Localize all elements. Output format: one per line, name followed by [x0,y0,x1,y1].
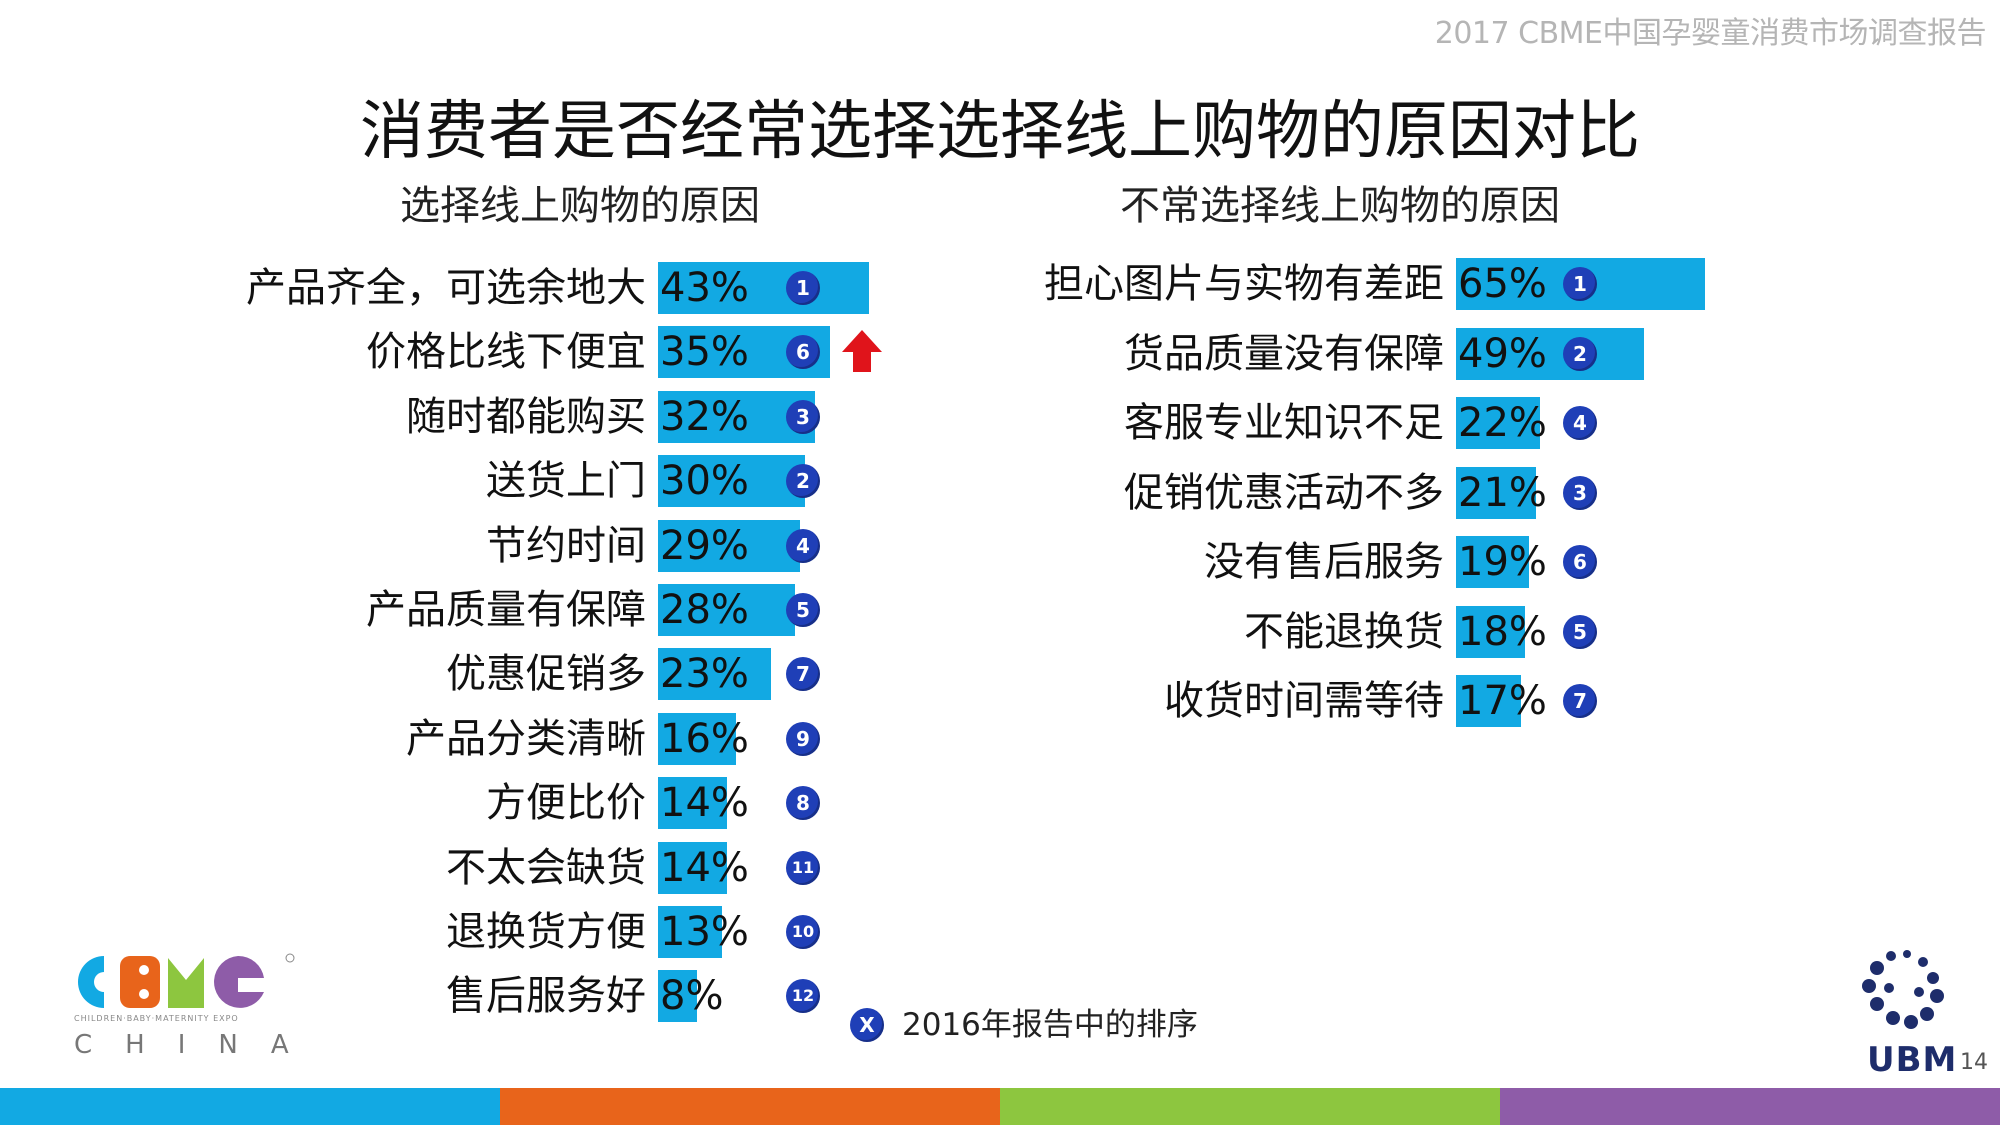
rank-2016-badge-icon: 2 [1563,336,1597,371]
value-label: 29% [660,522,749,569]
category-label: 退换货方便 [446,909,646,955]
value-label: 23% [660,651,749,698]
stripe-purple [1500,1088,2000,1125]
rank-2016-badge-icon: 7 [1563,684,1597,718]
bar [658,519,801,572]
footer-color-stripe [0,1088,2000,1125]
category-label: 不能退换货 [1244,608,1444,655]
cbme-country-text: CHINA [74,1030,322,1060]
category-label: 收货时间需等待 [1164,678,1444,724]
category-label: 产品齐全，可选余地大 [246,265,646,311]
bar [1456,536,1529,588]
bar [658,455,805,508]
value-label: 43% [660,265,749,311]
category-label: 促销优惠活动不多 [1124,469,1444,516]
bar [1456,605,1525,658]
category-label: 送货上门 [486,458,646,505]
ubm-logo: UBM [1855,940,1958,1080]
rank-2016-badge-icon: 11 [786,850,820,885]
bar [658,648,771,701]
category-label: 产品分类清晰 [406,715,646,762]
bar [1456,397,1541,449]
bar [658,777,727,830]
bar [1456,327,1644,380]
bar [1456,466,1537,519]
value-label: 18% [1458,608,1547,655]
value-label: 28% [660,587,749,633]
rank-2016-badge-icon: 8 [786,786,820,821]
stripe-blue [0,1088,500,1125]
rank-2016-badge-icon: 6 [1563,545,1597,579]
rank-2016-badge-icon: 7 [786,657,820,692]
right-chart-title: 不常选择线上购物的原因 [1120,183,1560,229]
rank-2016-badge-icon: 12 [786,979,820,1014]
category-label: 方便比价 [486,780,646,827]
cbme-letters-icon [78,953,295,1008]
bar [658,906,722,958]
value-label: 30% [660,458,749,505]
legend-text: 2016年报告中的排序 [902,1007,1198,1043]
value-label: 14% [660,844,749,891]
category-label: 没有售后服务 [1204,539,1444,585]
category-label: 节约时间 [486,522,646,569]
category-label: 售后服务好 [446,973,646,1020]
value-label: 22% [1458,400,1547,446]
bar [658,970,698,1023]
rank-2016-badge-icon: 6 [786,335,820,370]
category-label: 优惠促销多 [446,651,646,698]
rank-2016-badge-icon: 3 [786,399,820,434]
value-label: 19% [1458,539,1547,585]
category-label: 价格比线下便宜 [366,329,646,376]
rank-2016-badge-icon: 4 [1563,406,1597,440]
bar [658,712,737,765]
value-label: 16% [660,715,749,762]
rank-2016-badge-icon: 3 [1563,475,1597,510]
cbme-logo: CHILDREN·BABY·MATERNITY EXPO CHINA [68,948,298,1063]
rank-2016-badge-icon: 10 [786,915,820,949]
rank-2016-badge-icon: 9 [786,721,820,756]
value-label: 21% [1458,469,1547,516]
value-label: 35% [660,329,749,376]
stripe-green [1000,1088,1500,1125]
rank-2016-badge-icon: 1 [786,271,820,305]
ubm-dots-icon [1862,950,1944,1029]
bar [658,584,796,636]
category-label: 随时都能购买 [406,393,646,440]
header-note: 2017 CBME中国孕婴童消费市场调查报告 [1434,16,1987,51]
stripe-orange [500,1088,1000,1125]
value-label: 32% [660,393,749,440]
value-label: 49% [1458,330,1547,377]
up-arrow-icon [842,330,882,373]
value-label: 17% [1458,678,1547,724]
category-label: 客服专业知识不足 [1124,400,1444,446]
category-label: 担心图片与实物有差距 [1044,261,1444,307]
category-label: 货品质量没有保障 [1124,330,1444,377]
value-label: 8% [660,973,724,1020]
bar [1456,675,1522,727]
bar [658,262,869,314]
legend-rank-badge-icon: X [850,1008,884,1042]
category-label: 产品质量有保障 [366,587,646,633]
cbme-sub-text: CHILDREN·BABY·MATERNITY EXPO [74,1014,239,1023]
category-label: 不太会缺货 [446,844,646,891]
page-number: 14 [1960,1050,1988,1075]
rank-2016-badge-icon: 5 [786,593,820,627]
rank-2016-badge-icon: 4 [786,528,820,563]
left-chart-title: 选择线上购物的原因 [400,183,760,229]
rank-2016-badge-icon: 2 [786,464,820,499]
rank-2016-badge-icon: 1 [1563,267,1597,301]
bar [658,841,727,894]
ubm-text: UBM [1867,1040,1958,1080]
page-title: 消费者是否经常选择选择线上购物的原因对比 [360,95,1640,169]
rank-2016-badge-icon: 5 [1563,614,1597,649]
value-label: 14% [660,780,749,827]
value-label: 65% [1458,261,1547,307]
value-label: 13% [660,909,749,955]
